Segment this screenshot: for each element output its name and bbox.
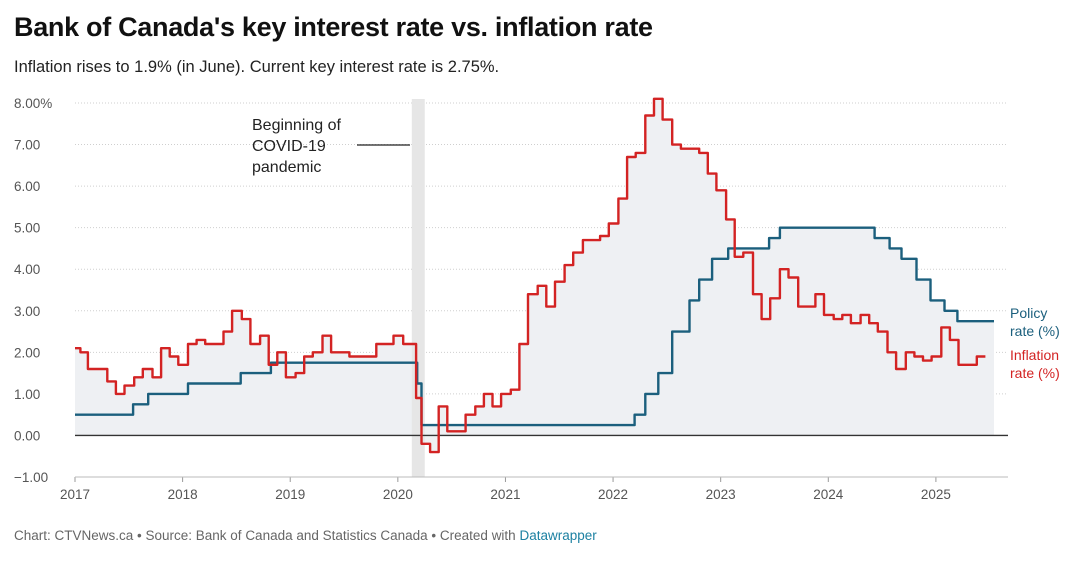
inflation-rate-line <box>75 97 986 454</box>
line-chart: −1.00 0.00 1.00 2.00 3.00 4.00 5.00 6.00 7.00 8.0… <box>14 96 1060 502</box>
series-lines <box>75 97 994 454</box>
chart-footer: Chart: CTVNews.ca • Source: Bank of Cana… <box>14 528 597 543</box>
annotation-text: pandemic <box>252 159 321 176</box>
datawrapper-link[interactable]: Datawrapper <box>519 528 597 543</box>
y-tick-label: 8.00% <box>14 96 52 111</box>
y-tick-label: 4.00 <box>14 262 40 277</box>
covid-band <box>411 99 425 477</box>
x-tick-label: 2022 <box>598 487 628 502</box>
x-tick-label: 2020 <box>383 487 413 502</box>
y-tick-label: −1.00 <box>14 470 48 485</box>
x-tick-label: 2017 <box>60 487 90 502</box>
series-label: Inflation <box>1010 347 1059 363</box>
series-label: Policy <box>1010 305 1047 321</box>
covid-band-rect <box>411 99 425 477</box>
y-tick-label: 3.00 <box>14 304 40 319</box>
x-tick-label: 2018 <box>168 487 198 502</box>
x-tick-label: 2021 <box>490 487 520 502</box>
x-tick-label: 2025 <box>921 487 951 502</box>
policy-rate-line <box>75 226 994 427</box>
area-fill <box>75 98 986 453</box>
annotation-text: COVID-19 <box>252 138 326 155</box>
y-tick-label: 0.00 <box>14 428 40 443</box>
chart-title: Bank of Canada's key interest rate vs. i… <box>14 12 653 42</box>
y-tick-label: 7.00 <box>14 138 40 153</box>
covid-annotation: Beginning of COVID-19 pandemic <box>252 117 410 176</box>
series-labels: Policy rate (%) Inflation rate (%) <box>1010 305 1060 381</box>
y-tick-label: 1.00 <box>14 387 40 402</box>
x-tick-label: 2019 <box>275 487 305 502</box>
x-tick-label: 2023 <box>706 487 736 502</box>
y-tick-label: 2.00 <box>14 345 40 360</box>
shaded-area <box>75 98 994 453</box>
series-label: rate (%) <box>1010 365 1060 381</box>
axis-labels: −1.00 0.00 1.00 2.00 3.00 4.00 5.00 6.00 7.00 8.0… <box>14 96 1008 502</box>
source-credit: Chart: CTVNews.ca • Source: Bank of Cana… <box>14 528 520 543</box>
y-tick-label: 6.00 <box>14 179 40 194</box>
annotation-text: Beginning of <box>252 117 342 134</box>
series-label: rate (%) <box>1010 323 1060 339</box>
x-tick-label: 2024 <box>813 487 844 502</box>
chart-subtitle: Inflation rises to 1.9% (in June). Curre… <box>14 58 500 76</box>
y-tick-label: 5.00 <box>14 221 40 236</box>
